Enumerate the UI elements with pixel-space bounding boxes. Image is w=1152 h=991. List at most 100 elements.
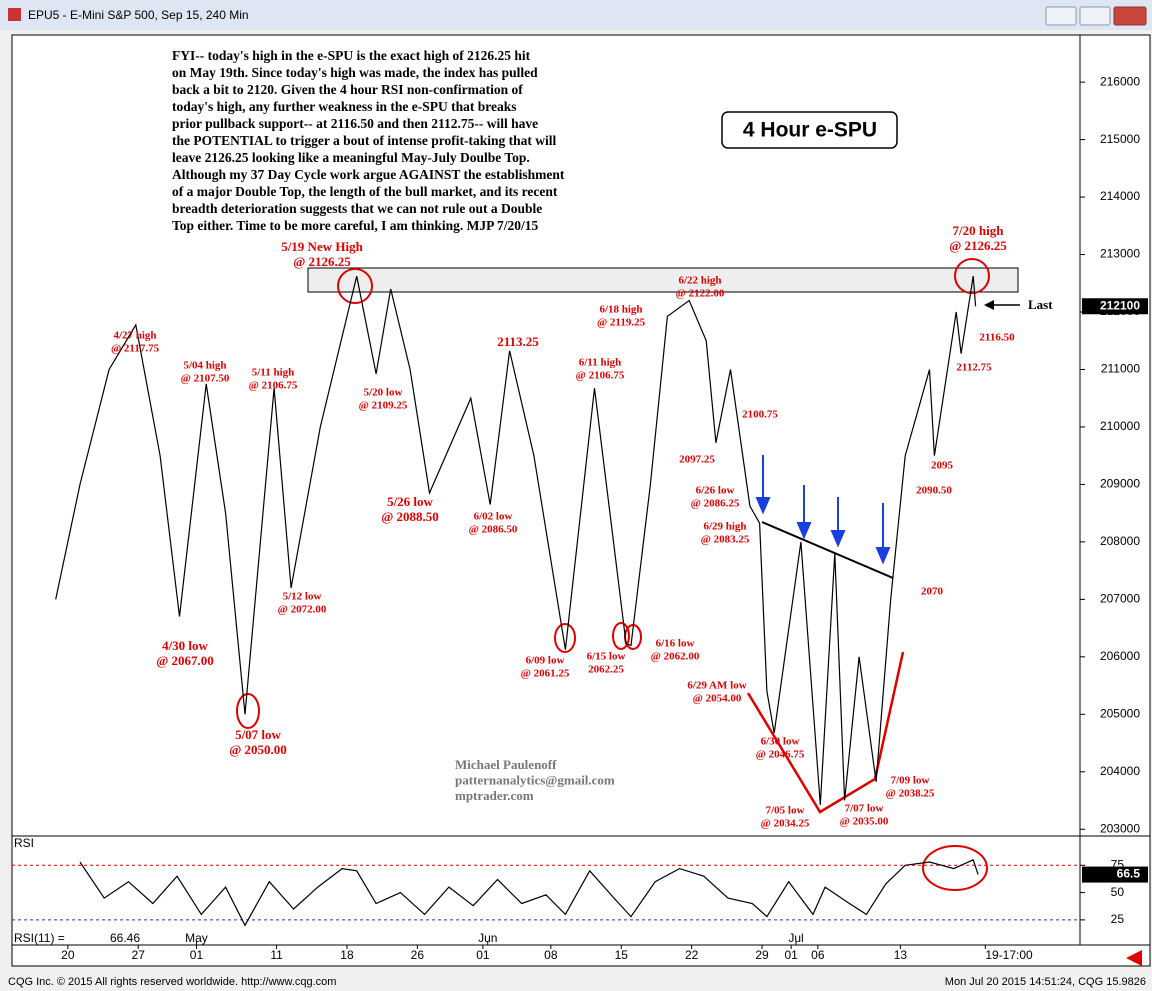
commentary-line: the POTENTIAL to trigger a bout of inten… [172,133,557,148]
annotation: 7/07 low [845,803,884,815]
annotation: @ 2107.50 [181,373,230,385]
rsi-tick-label: 50 [1111,885,1125,899]
month-label: May [185,931,208,945]
commentary-line: Although my 37 Day Cycle work argue AGAI… [172,167,565,182]
arrow-head [830,530,846,548]
annotation: 2097.25 [679,454,715,466]
annotation: @ 2086.25 [691,498,740,510]
annotation: @ 2126.25 [949,238,1007,253]
annotation: 7/09 low [891,775,930,787]
scroll-arrow[interactable] [1126,950,1142,966]
month-label: Jul [788,931,803,945]
x-tick-label: 11 [270,948,283,962]
annotation: 6/18 high [599,304,642,316]
annotation: @ 2046.75 [756,749,805,761]
commentary-line: on May 19th. Since today's high was made… [172,65,538,80]
commentary-line: Top either. Time to be more careful, I a… [172,218,539,233]
last-price-box [1082,298,1148,315]
time-axis [11,944,1151,967]
x-tick-label: 19-17:00 [985,948,1033,962]
annotation: @ 2054.00 [693,693,742,705]
watermark: patternanalytics@gmail.com [455,772,615,787]
arrow-head [875,547,891,565]
maximize-button[interactable] [1079,6,1111,26]
annotation: @ 2122.00 [676,288,725,300]
annotation: 6/22 high [678,275,721,287]
annotation: 2062.25 [588,664,624,676]
annotation: 5/19 New High [281,239,363,254]
y-tick-label: 209000 [1100,477,1140,491]
rsi-last-box [1082,866,1148,883]
annotation: @ 2086.50 [469,524,518,536]
close-button[interactable] [1113,6,1147,26]
x-tick-label: 01 [190,948,204,962]
annotation: 5/11 high [252,367,295,379]
title-bar [0,0,1152,30]
annotation: 6/29 high [703,521,746,533]
commentary-line: FYI-- today's high in the e-SPU is the e… [172,48,531,63]
window-title: EPU5 - E-Mini S&P 500, Sep 15, 240 Min [28,8,249,22]
resistance-zone [307,267,1019,293]
x-tick-label: 13 [894,948,908,962]
last-price: 212100 [1100,298,1140,312]
rsi-last: 66.5 [1117,867,1141,881]
annotation: 4/30 low [162,638,208,653]
price-line [55,275,977,805]
support-lines [746,651,905,814]
y-tick-label: 215000 [1100,132,1140,146]
annotation: 6/30 low [761,736,800,748]
annotation: 2112.75 [956,362,992,374]
trend-line [761,521,894,579]
annotation: 5/26 low [387,494,433,509]
minimize-button[interactable] [1045,6,1077,26]
annotation: 6/15 low [587,651,626,663]
x-tick-label: 27 [132,948,146,962]
annotation: 2090.50 [916,485,952,497]
y-tick-label: 206000 [1100,649,1140,663]
x-tick-label: 15 [615,948,629,962]
y-tick-label: 207000 [1100,592,1140,606]
commentary-line: of a major Double Top, the length of the… [172,184,558,199]
annotation: @ 2126.25 [293,254,351,269]
rsi-line [79,858,979,927]
annotation: 2070 [921,586,944,598]
commentary-line: today's high, any further weakness in th… [172,99,517,114]
annotation: 2100.75 [742,409,778,421]
y-tick-label: 211000 [1101,362,1140,376]
annotation: 5/12 low [283,591,322,603]
circle [236,693,260,729]
annotation: 7/20 high [953,223,1005,238]
y-tick-label: 210000 [1100,419,1140,433]
annotation: 6/11 high [579,357,622,369]
rsi-tick-label: 25 [1111,912,1125,926]
annotation: @ 2035.00 [840,816,889,828]
annotation: 6/02 low [474,511,513,523]
x-tick-label: 29 [755,948,769,962]
annotation: 6/29 AM low [687,680,746,692]
annotation: @ 2083.25 [701,534,750,546]
commentary-line: leave 2126.25 looking like a meaningful … [172,150,530,165]
rsi-readout-label: RSI(11) = [14,931,65,945]
annotation: 6/09 low [526,655,565,667]
x-tick-label: 18 [340,948,354,962]
y-tick-label: 214000 [1100,189,1140,203]
commentary-line: prior pullback support-- at 2116.50 and … [172,116,538,131]
annotation: @ 2050.00 [229,742,287,757]
annotation: 4/27 high [113,330,156,342]
annotation: @ 2067.00 [156,653,214,668]
annotation: 5/20 low [364,387,403,399]
title-box [721,111,898,149]
x-tick-label: 20 [61,948,75,962]
annotation: 7/05 low [766,805,805,817]
circle [612,622,630,650]
blue-arrows [755,455,891,565]
annotation: @ 2034.25 [761,818,810,830]
x-tick-label: 01 [476,948,490,962]
commentary-line: back a bit to 2120. Given the 4 hour RSI… [172,82,523,97]
app-icon [8,8,21,21]
annotation: @ 2061.25 [521,668,570,680]
annotation: 2095 [931,460,954,472]
month-label: Jun [478,931,497,945]
annotation: 2113.25 [497,334,539,349]
